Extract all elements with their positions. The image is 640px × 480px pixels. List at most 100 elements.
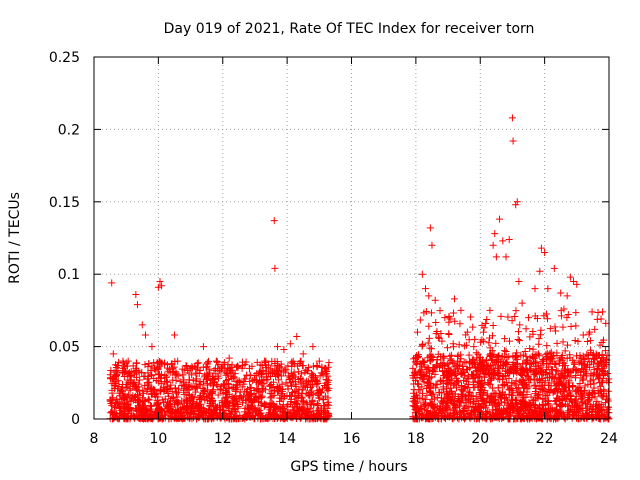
data-point: [559, 370, 567, 378]
data-point: [453, 414, 461, 422]
data-point: [241, 361, 249, 369]
data-point: [309, 343, 317, 351]
data-point: [181, 383, 189, 391]
x-tick-label: 16: [343, 431, 361, 447]
data-point: [453, 357, 461, 365]
data-point: [552, 327, 560, 335]
data-point: [165, 403, 173, 411]
data-point: [264, 376, 272, 384]
data-point: [492, 353, 500, 361]
data-point: [296, 414, 304, 422]
y-axis-title: ROTI / TECUs: [7, 192, 23, 284]
data-point: [486, 344, 494, 352]
data-point: [584, 397, 592, 405]
data-point: [543, 355, 551, 363]
data-point: [414, 352, 422, 360]
data-point: [420, 412, 428, 420]
data-point: [238, 364, 246, 372]
data-point: [188, 371, 196, 379]
data-point: [413, 406, 421, 414]
data-point: [581, 382, 589, 390]
data-point: [156, 371, 164, 379]
data-point: [553, 349, 561, 357]
data-point: [560, 412, 568, 420]
data-point: [418, 342, 426, 350]
data-point: [511, 366, 519, 374]
data-point: [551, 360, 559, 368]
data-point: [483, 390, 491, 398]
data-point: [517, 371, 525, 379]
data-point: [140, 389, 148, 397]
data-point: [482, 319, 490, 327]
data-point: [247, 395, 255, 403]
data-point: [471, 335, 479, 343]
data-point: [455, 402, 463, 410]
data-point: [233, 363, 241, 371]
data-point: [296, 408, 304, 416]
data-point: [529, 345, 537, 353]
data-point: [457, 306, 465, 314]
data-point: [426, 344, 434, 352]
data-point: [288, 382, 296, 390]
data-point: [548, 404, 556, 412]
data-point: [446, 395, 454, 403]
data-point: [425, 334, 433, 342]
data-point: [600, 336, 608, 344]
data-point: [182, 381, 190, 389]
data-point: [562, 383, 570, 391]
data-point: [301, 368, 309, 376]
data-point: [560, 365, 568, 373]
data-point: [287, 395, 295, 403]
data-point: [253, 358, 261, 366]
data-point: [426, 357, 434, 365]
data-point: [178, 413, 186, 421]
data-point: [487, 350, 495, 358]
data-point: [416, 367, 424, 375]
data-point: [325, 384, 333, 392]
data-point: [502, 371, 510, 379]
data-point: [324, 372, 332, 380]
data-point: [305, 392, 313, 400]
data-point: [123, 405, 131, 413]
data-point: [437, 397, 445, 405]
data-point: [469, 370, 477, 378]
data-point: [451, 380, 459, 388]
data-point: [193, 365, 201, 373]
data-point: [171, 384, 179, 392]
data-point: [560, 387, 568, 395]
data-point: [251, 372, 259, 380]
data-point: [439, 353, 447, 361]
data-point: [223, 397, 231, 405]
data-point: [569, 383, 577, 391]
data-point: [582, 407, 590, 415]
data-point: [169, 394, 177, 402]
data-point: [114, 385, 122, 393]
data-point: [194, 359, 202, 367]
data-point: [266, 399, 274, 407]
data-point: [589, 354, 597, 362]
data-point: [453, 384, 461, 392]
data-point: [566, 354, 574, 362]
data-point: [223, 390, 231, 398]
data-point: [221, 380, 229, 388]
data-point: [590, 387, 598, 395]
data-point: [426, 351, 434, 359]
data-point: [133, 373, 141, 381]
data-point: [596, 382, 604, 390]
data-point: [220, 403, 228, 411]
data-point: [211, 411, 219, 419]
data-point: [551, 387, 559, 395]
data-point: [530, 355, 538, 363]
x-tick-label: 8: [90, 431, 99, 447]
data-point: [560, 305, 568, 313]
data-point: [485, 380, 493, 388]
data-point: [219, 381, 227, 389]
data-point: [445, 413, 453, 421]
data-point: [578, 365, 586, 373]
data-point: [601, 414, 609, 422]
data-point: [462, 399, 470, 407]
data-point: [516, 321, 524, 329]
data-point: [559, 323, 567, 331]
data-point: [143, 407, 151, 415]
data-point: [145, 379, 153, 387]
